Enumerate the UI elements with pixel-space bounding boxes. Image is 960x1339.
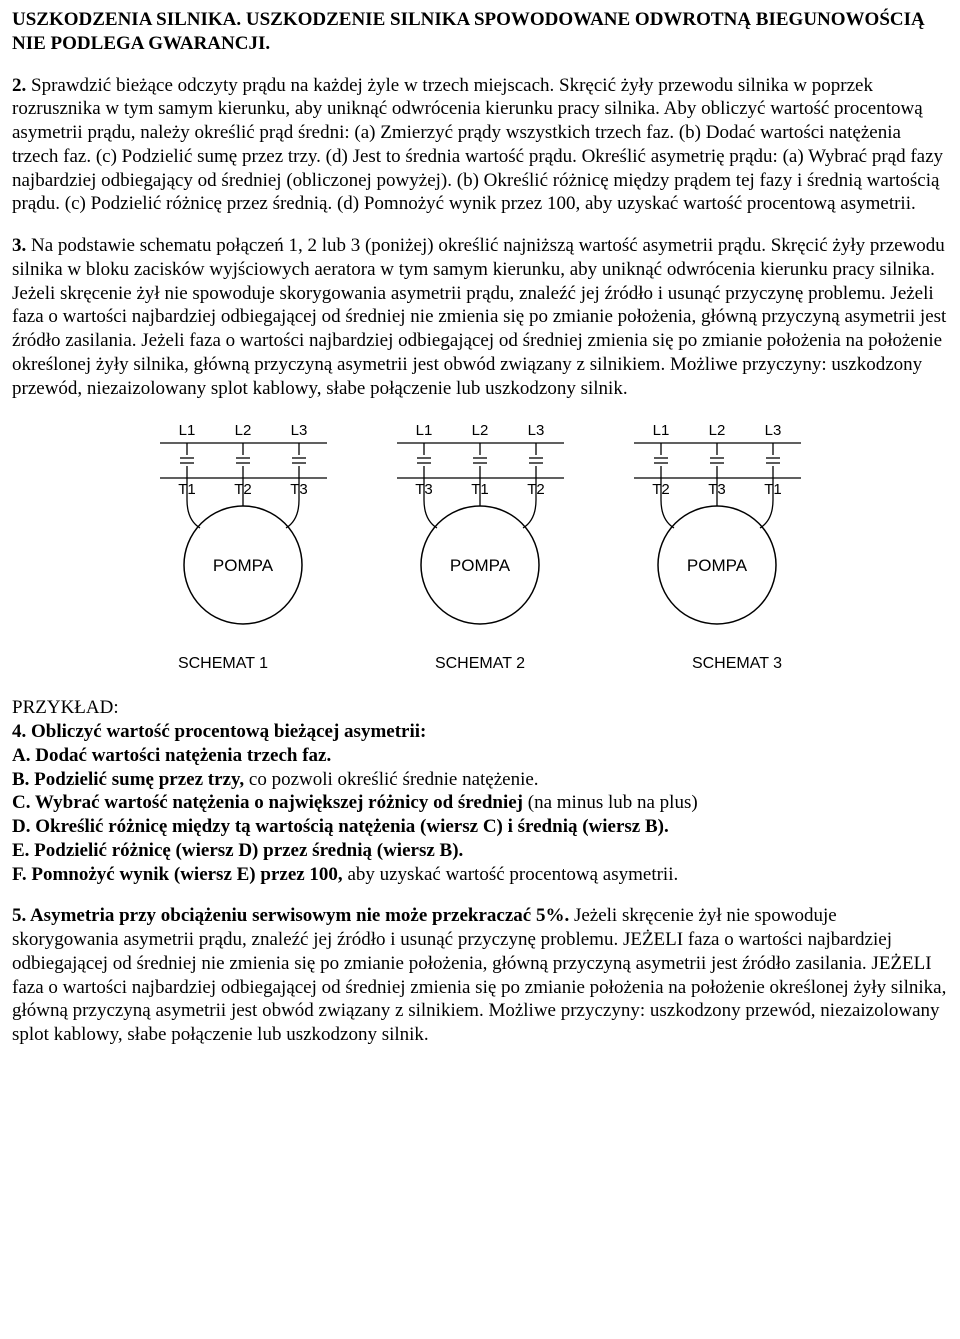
d2-motor: POMPA — [449, 556, 510, 575]
d1-L1: L1 — [178, 422, 195, 439]
d3-L3: L3 — [764, 422, 781, 439]
example-label: PRZYKŁAD: — [12, 696, 948, 720]
step-C-bold: C. Wybrać wartość natężenia o największe… — [12, 792, 523, 813]
step-A: A. Dodać wartości natężenia trzech faz. — [12, 744, 948, 768]
step-D: D. Określić różnicę między tą wartością … — [12, 815, 948, 839]
step-F-rest: aby uzyskać wartość procentową asymetrii… — [343, 864, 679, 885]
d3-L2: L2 — [708, 422, 725, 439]
d2-L3: L3 — [527, 422, 544, 439]
d1-L2: L2 — [234, 422, 251, 439]
heading: USZKODZENIA SILNIKA. USZKODZENIE SILNIKA… — [12, 8, 948, 56]
diagram-2: L1 L2 L3 T3 T1 T2 POMPA — [387, 420, 574, 630]
paragraph-2: 2. Sprawdzić bieżące odczyty prądu na ka… — [12, 74, 948, 217]
para2-num: 2. — [12, 75, 26, 96]
para3-text: Na podstawie schematu połączeń 1, 2 lub … — [12, 235, 946, 399]
para5-bold: 5. Asymetria przy obciążeniu serwisowym … — [12, 905, 569, 926]
caption-row: SCHEMAT 1 SCHEMAT 2 SCHEMAT 3 — [12, 654, 948, 674]
caption-3: SCHEMAT 3 — [644, 654, 831, 674]
para3-num: 3. — [12, 235, 26, 256]
d3-L1: L1 — [652, 422, 669, 439]
para2-text: Sprawdzić bieżące odczyty prądu na każde… — [12, 75, 943, 215]
d3-motor: POMPA — [686, 556, 747, 575]
step-C: C. Wybrać wartość natężenia o największe… — [12, 791, 948, 815]
d2-L1: L1 — [415, 422, 432, 439]
step-4: 4. Obliczyć wartość procentową bieżącej … — [12, 720, 948, 744]
step-E: E. Podzielić różnicę (wiersz D) przez śr… — [12, 839, 948, 863]
step-C-rest: (na minus lub na plus) — [523, 792, 698, 813]
step-F: F. Pomnożyć wynik (wiersz E) przez 100, … — [12, 863, 948, 887]
caption-1: SCHEMAT 1 — [130, 654, 317, 674]
diagram-1: L1 L2 L3 T1 T2 T3 — [150, 420, 337, 630]
step-B-bold: B. Podzielić sumę przez trzy, — [12, 769, 244, 790]
d2-L2: L2 — [471, 422, 488, 439]
step-B-rest: co pozwoli określić średnie natężenie. — [244, 769, 538, 790]
paragraph-3: 3. Na podstawie schematu połączeń 1, 2 l… — [12, 234, 948, 400]
d1-motor: POMPA — [212, 556, 273, 575]
paragraph-5: 5. Asymetria przy obciążeniu serwisowym … — [12, 904, 948, 1047]
diagrams-row: L1 L2 L3 T1 T2 T3 — [12, 420, 948, 630]
step-B: B. Podzielić sumę przez trzy, co pozwoli… — [12, 768, 948, 792]
d1-L3: L3 — [290, 422, 307, 439]
step-F-bold: F. Pomnożyć wynik (wiersz E) przez 100, — [12, 864, 343, 885]
caption-2: SCHEMAT 2 — [387, 654, 574, 674]
diagram-3: L1 L2 L3 T2 T3 T1 POMPA — [624, 420, 811, 630]
